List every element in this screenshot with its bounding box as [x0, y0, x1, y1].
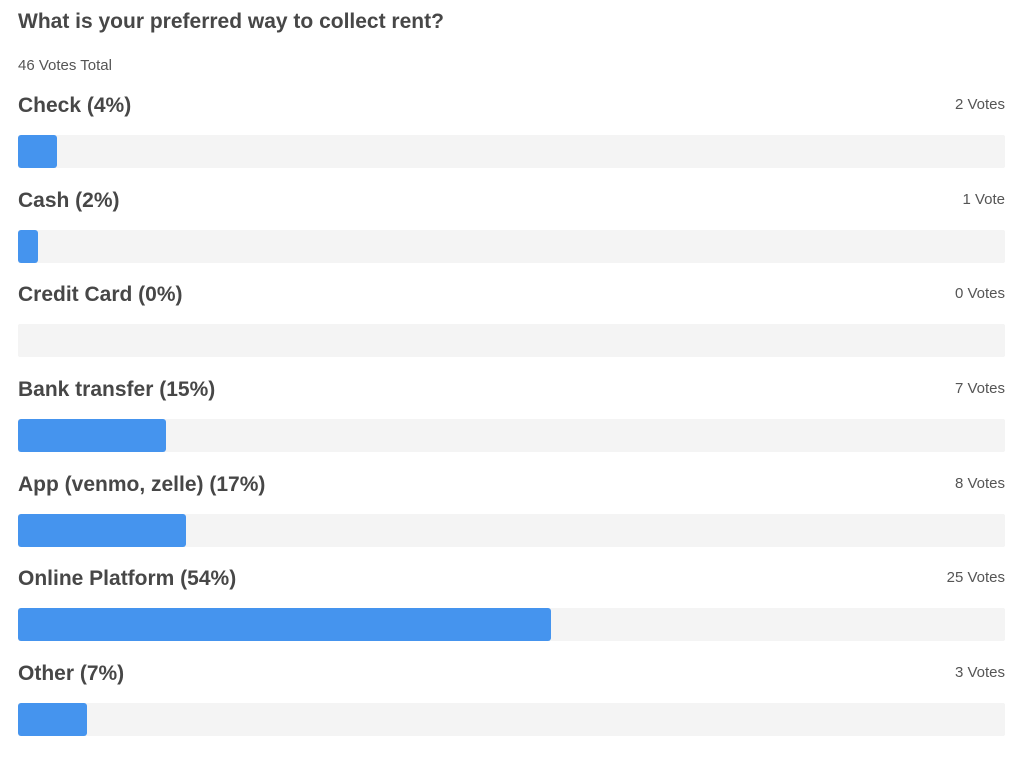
- result-bar-fill: [18, 513, 186, 547]
- result-bar-track: [18, 419, 1005, 453]
- poll-option-check: Check (4%) 2 Votes: [18, 94, 1005, 189]
- poll-option-credit-card: Credit Card (0%) 0 Votes: [18, 283, 1005, 378]
- poll-option-online-platform: Online Platform (54%) 25 Votes: [18, 567, 1005, 662]
- option-vote-count: 1 Vote: [962, 190, 1005, 208]
- option-label: Bank transfer (15%): [18, 378, 216, 402]
- option-label: Other (7%): [18, 662, 125, 686]
- result-bar-fill: [18, 703, 87, 737]
- poll-question: What is your preferred way to collect re…: [18, 10, 444, 33]
- option-label: Cash (2%): [18, 188, 120, 212]
- result-bar-track: [18, 229, 1005, 263]
- option-vote-count: 2 Votes: [954, 96, 1005, 113]
- option-vote-count: 7 Votes: [954, 380, 1005, 398]
- result-bar-track: [18, 324, 1005, 358]
- result-bar-fill: [18, 419, 166, 453]
- total-votes: 46 Votes Total: [18, 57, 112, 74]
- poll-option-other: Other (7%) 3 Votes: [18, 662, 1005, 757]
- result-bar-track: [18, 703, 1005, 737]
- result-bar-fill: [18, 135, 57, 168]
- result-bar-fill: [18, 229, 38, 263]
- option-label: Credit Card (0%): [18, 283, 183, 307]
- poll-option-bank-transfer: Bank transfer (15%) 7 Votes: [18, 378, 1005, 473]
- poll-option-cash: Cash (2%) 1 Vote: [18, 189, 1005, 284]
- result-bar-fill: [18, 608, 551, 642]
- option-label: Check (4%): [18, 94, 132, 117]
- poll-option-app: App (venmo, zelle) (17%) 8 Votes: [18, 473, 1005, 568]
- result-bar-track: [18, 135, 1005, 168]
- option-vote-count: 3 Votes: [954, 664, 1005, 682]
- result-bar-track: [18, 608, 1005, 642]
- option-label: App (venmo, zelle) (17%): [18, 472, 266, 496]
- poll-options: Check (4%) 2 Votes Cash (2%) 1 Vote Cred…: [18, 94, 1005, 757]
- option-vote-count: 25 Votes: [946, 569, 1005, 587]
- option-vote-count: 0 Votes: [954, 285, 1005, 303]
- result-bar-track: [18, 513, 1005, 547]
- option-label: Online Platform (54%): [18, 567, 237, 591]
- option-vote-count: 8 Votes: [954, 474, 1005, 492]
